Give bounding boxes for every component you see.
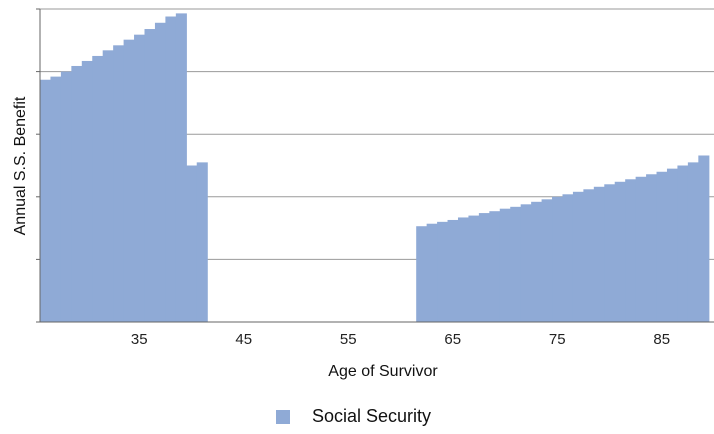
bar bbox=[489, 211, 501, 322]
bar bbox=[134, 34, 146, 322]
bar bbox=[102, 50, 114, 322]
bar bbox=[154, 22, 166, 322]
x-axis-title: Age of Survivor bbox=[328, 363, 438, 380]
bar bbox=[186, 165, 198, 322]
x-tick-label: 45 bbox=[235, 331, 252, 348]
bar bbox=[572, 191, 584, 322]
bar bbox=[416, 226, 428, 322]
bar bbox=[656, 171, 668, 322]
bar bbox=[604, 184, 616, 322]
x-tick-label: 85 bbox=[653, 331, 670, 348]
legend-label: Social Security bbox=[312, 406, 432, 426]
x-tick-label: 65 bbox=[444, 331, 461, 348]
bar bbox=[478, 213, 490, 322]
bar bbox=[635, 176, 647, 322]
bar bbox=[40, 79, 52, 322]
bar bbox=[531, 201, 543, 322]
x-tick-label: 55 bbox=[340, 331, 357, 348]
bar bbox=[71, 65, 83, 322]
bar bbox=[50, 76, 62, 322]
bar bbox=[646, 174, 658, 322]
bar bbox=[123, 39, 135, 322]
bar bbox=[583, 189, 595, 322]
bar bbox=[437, 221, 449, 322]
bar bbox=[593, 186, 605, 322]
bar bbox=[447, 219, 459, 322]
bar bbox=[81, 60, 93, 322]
legend-swatch bbox=[276, 409, 290, 424]
bar bbox=[499, 208, 511, 322]
bar bbox=[113, 45, 125, 323]
bar bbox=[196, 162, 208, 322]
bar bbox=[510, 206, 522, 322]
bar bbox=[426, 223, 438, 322]
bar bbox=[562, 194, 574, 322]
bar bbox=[552, 196, 564, 322]
bar bbox=[614, 181, 626, 322]
x-tick-labels: 35 45 55 65 75 85 bbox=[131, 331, 670, 348]
bar bbox=[468, 215, 480, 322]
bar bbox=[677, 165, 689, 322]
axes bbox=[36, 8, 714, 323]
bar bbox=[666, 168, 679, 322]
y-axis-title: Annual S.S. Benefit bbox=[12, 96, 29, 235]
bar-series-social-security bbox=[40, 13, 710, 323]
bar bbox=[92, 55, 104, 322]
bar bbox=[165, 16, 177, 323]
legend: Social Security bbox=[276, 406, 431, 427]
bar bbox=[144, 29, 156, 322]
x-tick-label: 35 bbox=[131, 331, 148, 348]
bar bbox=[687, 162, 699, 322]
bar bbox=[175, 13, 187, 323]
bar bbox=[625, 179, 637, 322]
x-tick-label: 75 bbox=[549, 331, 566, 348]
bar bbox=[698, 155, 710, 322]
bar bbox=[520, 204, 532, 322]
bar bbox=[457, 217, 470, 322]
bar bbox=[541, 199, 553, 322]
bar bbox=[60, 71, 72, 322]
